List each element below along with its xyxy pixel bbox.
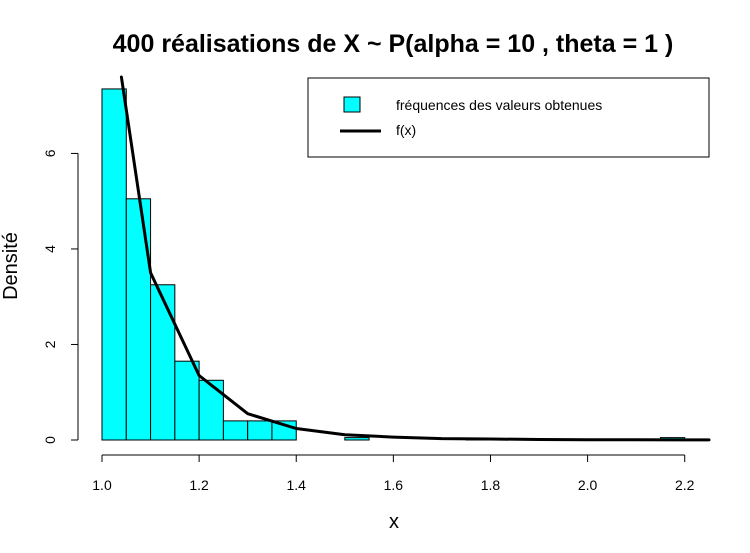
- density-curve-layer: [119, 75, 711, 442]
- histogram-bar-1: [125, 198, 152, 441]
- legend-frame: [307, 77, 710, 158]
- y-axis-label: Densité: [0, 232, 22, 300]
- histogram-bar-3: [174, 360, 200, 441]
- x-tick-label-0: 1.0: [92, 477, 112, 493]
- y-tick-label-0: 0: [42, 436, 58, 444]
- x-tick-label-2: 1.4: [287, 477, 307, 493]
- x-tick-label-4: 1.8: [481, 477, 501, 493]
- histogram-bars: [101, 88, 686, 441]
- histogram-bar-6: [247, 420, 273, 441]
- y-axis: 0 2 4 6: [42, 149, 79, 444]
- histogram-bar-4: [198, 379, 224, 441]
- legend-box-swatch: [343, 96, 361, 113]
- x-tick-label-1: 1.2: [189, 477, 209, 493]
- x-axis: 1.0 1.2 1.4 1.6 1.8 2.0 2.2: [92, 454, 695, 493]
- chart-title: 400 réalisations de X ~ P(alpha = 10 , t…: [113, 30, 674, 58]
- x-axis-label: x: [389, 511, 399, 533]
- y-tick-label-3: 6: [42, 149, 58, 157]
- legend-label-curve: f(x): [396, 122, 416, 138]
- x-tick-label-6: 2.2: [675, 477, 695, 493]
- histogram-bar-2: [150, 284, 176, 441]
- histogram-bar-5: [222, 420, 249, 441]
- y-tick-label-1: 2: [42, 340, 58, 348]
- y-tick-label-2: 4: [42, 245, 58, 253]
- histogram-bar-0: [101, 88, 127, 441]
- histogram-bar-10: [344, 437, 370, 441]
- legend-label-bars: fréquences des valeurs obtenues: [396, 97, 602, 113]
- x-tick-label-5: 2.0: [578, 477, 598, 493]
- legend: fréquences des valeurs obtenues f(x): [307, 77, 710, 158]
- x-tick-label-3: 1.6: [384, 477, 404, 493]
- density-curve-line: [119, 75, 711, 442]
